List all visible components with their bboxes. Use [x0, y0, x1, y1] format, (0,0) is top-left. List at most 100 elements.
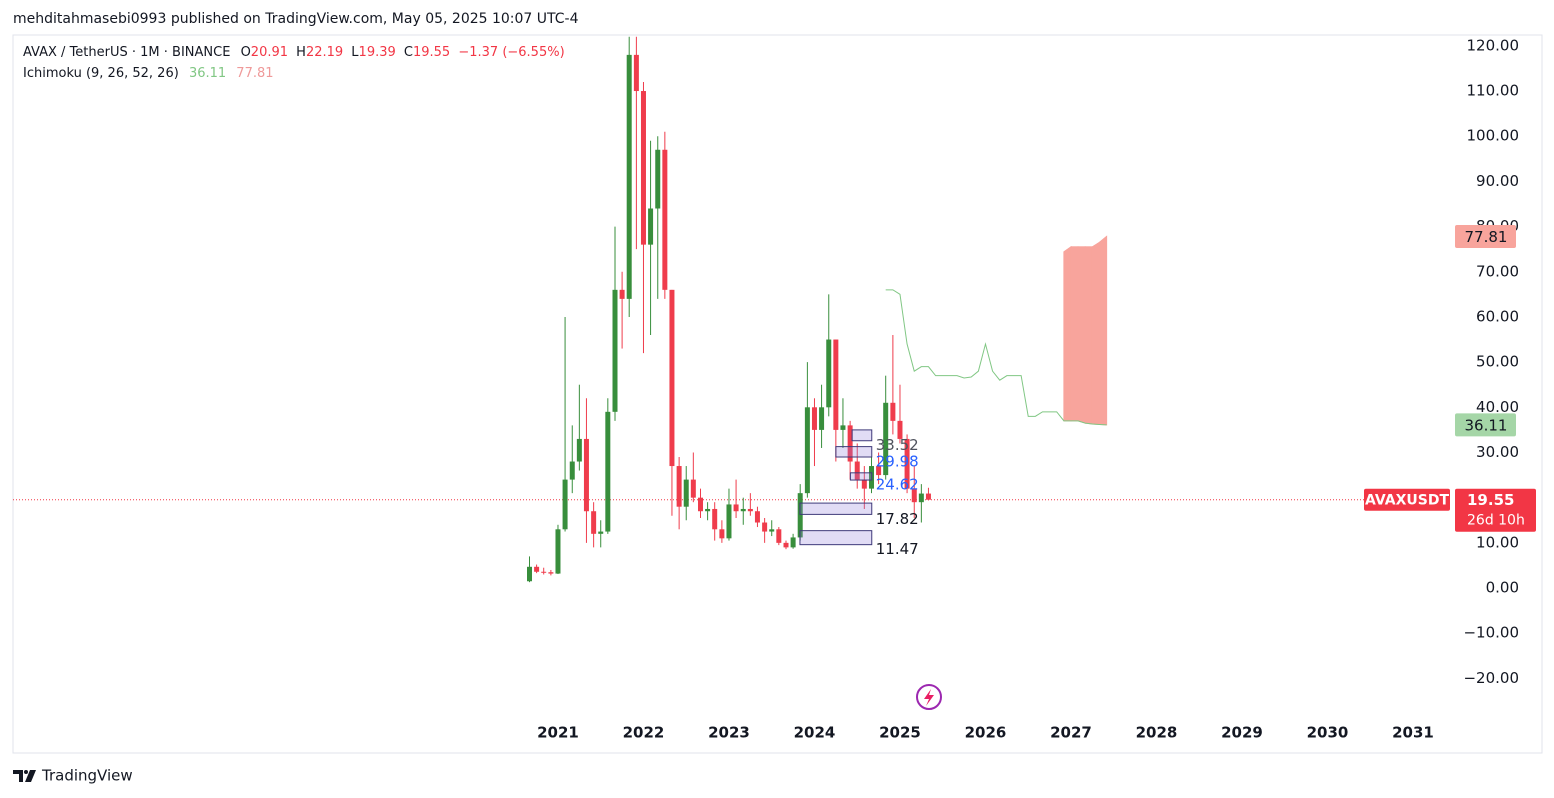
- candle-body: [583, 438, 589, 512]
- y-tick-label: 60.00: [1476, 307, 1519, 325]
- x-tick-label: 2024: [794, 724, 836, 742]
- ohlc-value: 19.55: [412, 45, 451, 60]
- last-price-label: 19.55: [1467, 491, 1514, 509]
- ticker-badge: [1364, 488, 1450, 511]
- candle-body: [633, 54, 639, 92]
- x-tick-label: 2029: [1221, 724, 1263, 742]
- candle-body: [840, 425, 846, 430]
- candle-body: [890, 402, 896, 421]
- candle-body: [876, 466, 882, 476]
- order-zone: [849, 472, 873, 481]
- countdown-label: 26d 10h: [1467, 513, 1525, 529]
- candle-body: [747, 508, 753, 512]
- y-tick-label: 110.00: [1467, 82, 1520, 100]
- x-tick-label: 2023: [708, 724, 750, 742]
- candle-body: [726, 504, 732, 539]
- candle-body: [690, 479, 696, 498]
- candle-body: [669, 289, 675, 467]
- symbol-legend: AVAX / TetherUS · 1M · BINANCE O20.91 H2…: [23, 45, 565, 60]
- candle-body: [548, 572, 554, 574]
- candle-body: [683, 479, 689, 507]
- indicator-value: 77.81: [236, 66, 274, 81]
- candle-body: [648, 208, 654, 245]
- candle-body: [612, 289, 618, 412]
- ichimoku-cloud: [1084, 246, 1093, 425]
- candle-body: [698, 497, 704, 512]
- brand: TradingView: [41, 767, 133, 785]
- candle-body: [719, 529, 725, 539]
- candle-body: [534, 566, 540, 572]
- order-zone: [799, 530, 873, 546]
- y-tick-label: 40.00: [1476, 398, 1519, 416]
- ohlc-letter: L: [351, 45, 359, 60]
- ichimoku-span-a: [885, 289, 1107, 426]
- candle-body: [605, 411, 611, 532]
- order-zone: [851, 429, 873, 442]
- published-note: mehditahmasebi0993 published on TradingV…: [13, 11, 579, 27]
- x-tick-label: 2021: [537, 724, 579, 742]
- order-zone: [799, 502, 873, 515]
- candle-body: [804, 407, 810, 494]
- ohlc-letter: O: [240, 45, 251, 60]
- chart-frame: [12, 34, 1543, 754]
- candle-body: [712, 508, 718, 530]
- ohlc-value: 19.39: [358, 45, 396, 60]
- zone-label: 11.47: [876, 540, 919, 558]
- y-tick-label: 30.00: [1476, 443, 1519, 461]
- x-tick-label: 2025: [879, 724, 921, 742]
- candle-body: [811, 407, 817, 430]
- order-zone: [835, 446, 873, 458]
- y-tick-label: 10.00: [1476, 533, 1519, 551]
- zone-label: 24.62: [876, 476, 919, 494]
- zone-label: 17.82: [876, 510, 919, 528]
- candle-body: [826, 339, 832, 408]
- candle-body: [576, 438, 582, 462]
- price-badge: [1455, 413, 1516, 437]
- ichimoku-cloud: [1077, 246, 1086, 424]
- candle-body: [527, 566, 533, 582]
- candle-body: [555, 529, 561, 574]
- ohlc-value: 20.91: [250, 45, 289, 60]
- y-tick-label: 70.00: [1476, 262, 1519, 280]
- indicator-legend: Ichimoku (9, 26, 52, 26) 36.11 77.81: [23, 66, 274, 81]
- candle-body: [847, 425, 853, 462]
- indicator-name: Ichimoku (9, 26, 52, 26): [23, 66, 179, 81]
- x-tick-label: 2026: [965, 724, 1007, 742]
- candle-body: [598, 531, 604, 534]
- candle-body: [569, 461, 575, 480]
- axes: −20.00−10.000.0010.0020.0030.0040.0050.0…: [537, 36, 1536, 742]
- candle-body: [819, 407, 825, 430]
- candle-body: [797, 493, 803, 538]
- price-badge: [1455, 224, 1516, 248]
- ichimoku-cloud: [1091, 241, 1100, 426]
- y-tick-label: −20.00: [1463, 669, 1519, 687]
- y-tick-label: 120.00: [1467, 36, 1520, 54]
- candle-body: [769, 529, 775, 532]
- candle-body: [762, 522, 768, 532]
- candle-body: [541, 571, 547, 573]
- ohlc-letter: H: [296, 45, 306, 60]
- zone-label: 33.52: [876, 436, 919, 454]
- change: −1.37 (−6.55%): [458, 45, 565, 60]
- ticker-label: AVAXUSDT: [1365, 493, 1449, 509]
- indicator-value: 36.11: [188, 66, 227, 81]
- x-tick-label: 2028: [1136, 724, 1178, 742]
- candle-body: [783, 542, 789, 548]
- ichimoku-cloud: [1070, 246, 1079, 422]
- lightning-icon[interactable]: [916, 684, 942, 710]
- y-tick-label: 50.00: [1476, 353, 1519, 371]
- candle-body: [626, 54, 632, 299]
- ichimoku-cloud: [1063, 245, 1072, 422]
- candle-body: [925, 493, 931, 500]
- zone-label: 29.98: [876, 453, 919, 471]
- y-tick-label: 90.00: [1476, 172, 1519, 190]
- candle-body: [861, 479, 867, 489]
- candle-body: [619, 289, 625, 299]
- y-tick-label: −10.00: [1463, 624, 1519, 642]
- candle-body: [911, 488, 917, 503]
- candle-body: [662, 149, 668, 290]
- ohlc-letter: C: [403, 45, 413, 60]
